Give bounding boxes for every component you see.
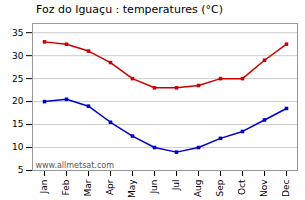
svg-text:Nov: Nov: [259, 179, 269, 197]
svg-text:www.allmetsat.com: www.allmetsat.com: [36, 161, 115, 170]
svg-text:30: 30: [12, 51, 24, 61]
svg-text:Jan: Jan: [39, 180, 49, 195]
svg-text:20: 20: [12, 96, 24, 106]
svg-text:Jun: Jun: [149, 180, 159, 195]
svg-text:Dec: Dec: [281, 179, 291, 196]
svg-text:May: May: [127, 179, 137, 198]
svg-text:Feb: Feb: [61, 179, 71, 195]
svg-text:Apr: Apr: [105, 179, 115, 195]
html-text:Foz do Iguaçu : temperatures (: Foz do Iguaçu : temperatures (°C): [36, 3, 223, 16]
svg-text:Jul: Jul: [171, 180, 181, 192]
svg-text:Sep: Sep: [215, 179, 225, 196]
svg-text:Mar: Mar: [83, 179, 93, 196]
svg-text:10: 10: [12, 142, 24, 152]
svg-text:Aug: Aug: [193, 180, 203, 198]
svg-text:5: 5: [18, 165, 24, 175]
svg-text:25: 25: [12, 74, 23, 84]
svg-text:Oct: Oct: [237, 179, 247, 195]
svg-text:35: 35: [12, 28, 23, 38]
svg-text:15: 15: [12, 119, 23, 129]
